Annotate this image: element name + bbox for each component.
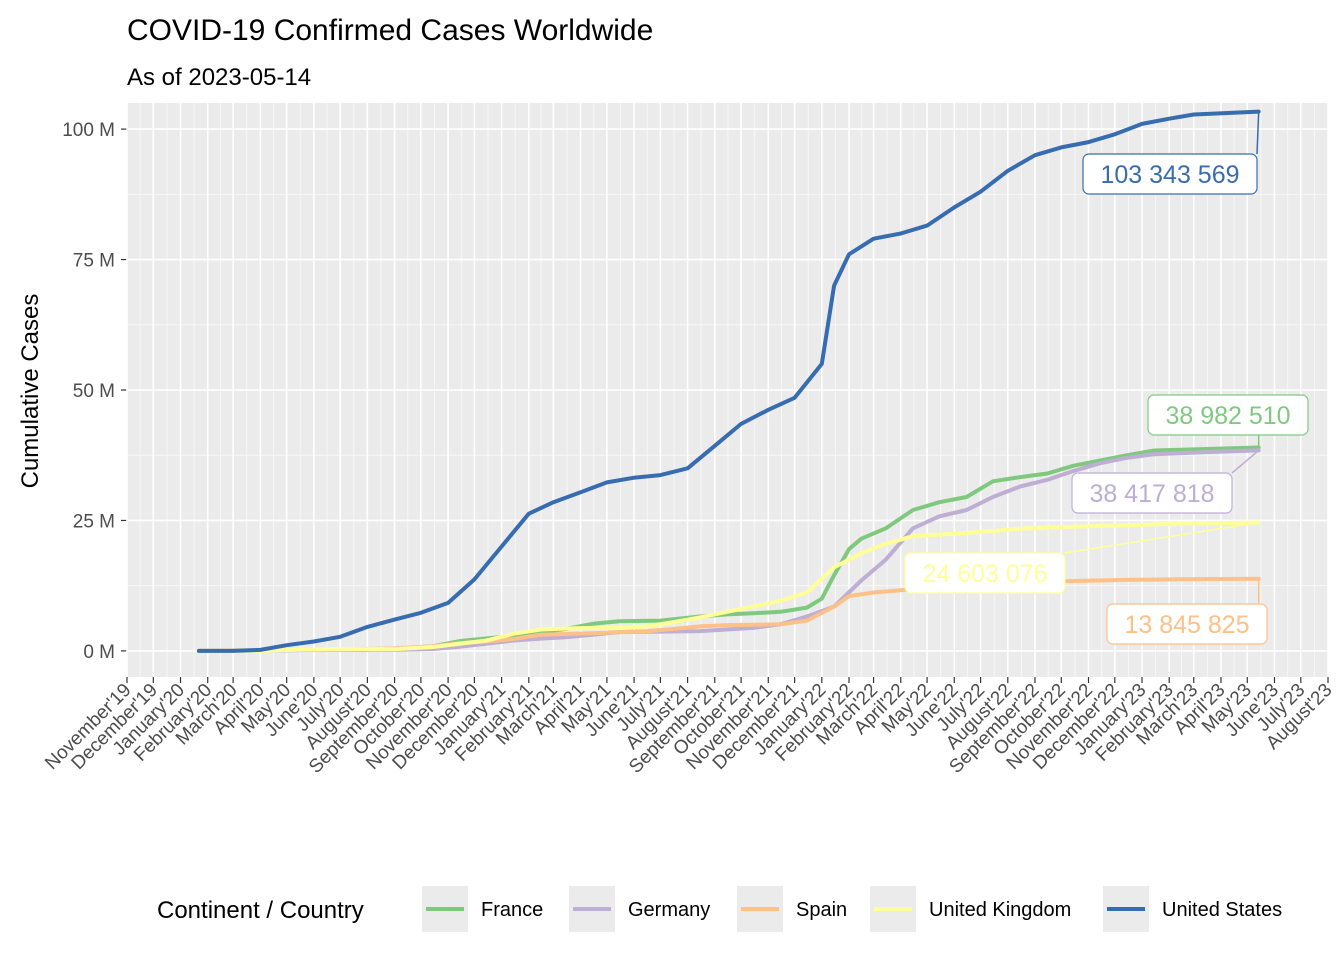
callout-label-united-states: 103 343 569 bbox=[1100, 161, 1239, 189]
y-tick-label: 100 M bbox=[62, 120, 115, 141]
callout-box-spain bbox=[1106, 603, 1268, 645]
callout-connector-united-states bbox=[1256, 111, 1260, 155]
legend-label-united-kingdom: United Kingdom bbox=[929, 899, 1071, 921]
callout-box-france bbox=[1147, 394, 1309, 436]
callout-label-france: 38 982 510 bbox=[1165, 402, 1290, 430]
y-tick-label: 75 M bbox=[73, 251, 115, 272]
callout-label-spain: 13 845 825 bbox=[1124, 611, 1249, 639]
legend-label-france: France bbox=[481, 899, 543, 921]
y-tick-label: 0 M bbox=[83, 642, 115, 663]
callout-connector-united-kingdom bbox=[1064, 521, 1259, 554]
legend-label-germany: Germany bbox=[628, 899, 710, 921]
callout-box-united-states bbox=[1082, 153, 1258, 195]
callout-label-germany: 38 417 818 bbox=[1089, 480, 1214, 508]
legend: Continent / Country France Germany Spain Un… bbox=[157, 886, 1282, 932]
series-line-united-states bbox=[196, 109, 1261, 653]
callout-connector-germany bbox=[1231, 449, 1260, 474]
chart-title: COVID-19 Confirmed Cases Worldwide bbox=[127, 14, 653, 47]
callout-label-united-kingdom: 24 603 076 bbox=[922, 560, 1047, 588]
y-axis-label: Cumulative Cases bbox=[17, 294, 44, 489]
callout-box-united-kingdom bbox=[904, 552, 1066, 594]
legend-label-united-states: United States bbox=[1162, 899, 1282, 921]
legend-title: Continent / Country bbox=[157, 897, 364, 924]
callout-box-germany bbox=[1071, 472, 1233, 514]
legend-label-spain: Spain bbox=[796, 899, 847, 921]
chart-subtitle: As of 2023-05-14 bbox=[127, 64, 311, 91]
y-tick-label: 25 M bbox=[73, 511, 115, 532]
y-tick-label: 50 M bbox=[73, 381, 115, 402]
series-line-united-kingdom bbox=[196, 520, 1261, 653]
